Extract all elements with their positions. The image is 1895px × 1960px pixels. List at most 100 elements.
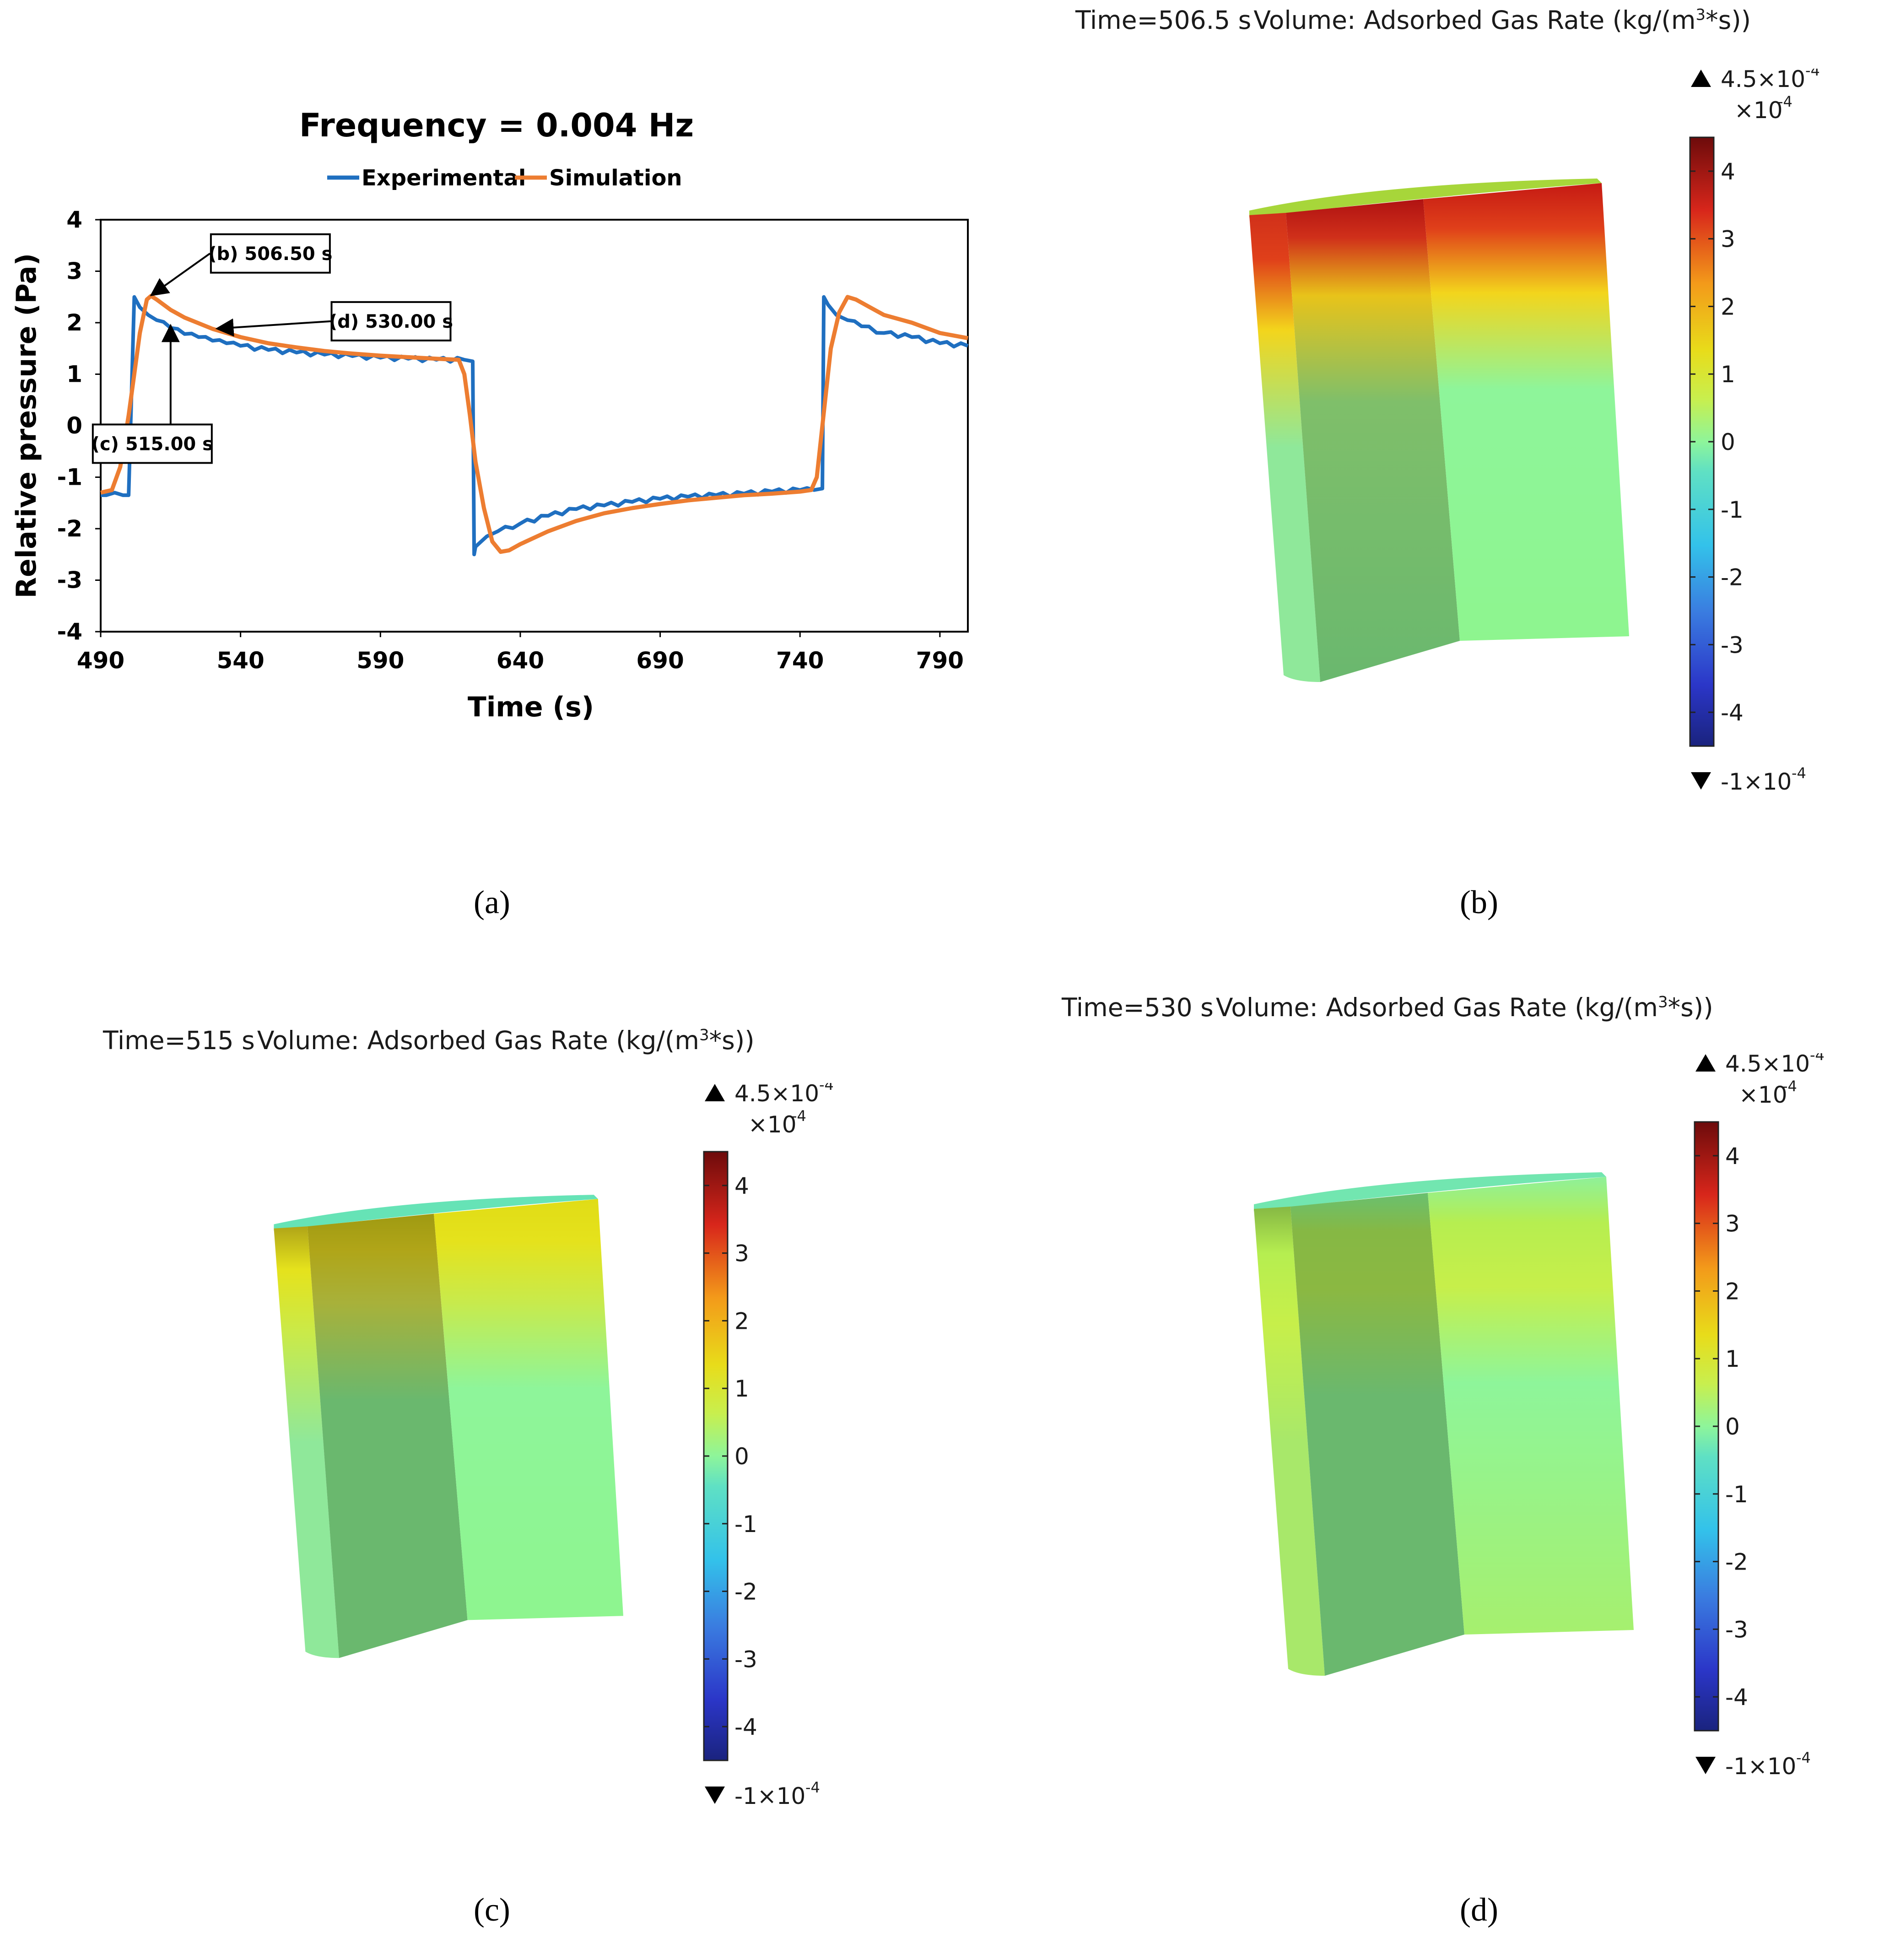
colorbar-min-exp: -4 <box>1796 1749 1811 1766</box>
colorbar-max-label: 4.5×10 <box>734 1083 819 1107</box>
cylinder-top-face <box>1254 1172 1606 1211</box>
colorbar-max-label: 4.5×10 <box>1725 1053 1810 1077</box>
axis-ticks: 490 540 590 640 690 740 790 4 3 2 1 0 -1 -2 -3 -4 <box>57 206 964 674</box>
colorbar: 4.5×10 -4 ×10 -4 4 3 2 1 0 -1 -2 -3 -4 -1×10 -4 <box>1693 1046 1858 1797</box>
x-tick-label: 790 <box>916 647 964 674</box>
annotation-arrow <box>215 318 331 337</box>
colorbar-tick-label: -4 <box>1721 699 1744 726</box>
max-triangle-icon <box>705 1084 725 1101</box>
colorbar-tick-label: -2 <box>1721 564 1744 591</box>
colorbar-max-label: 4.5×10 <box>1721 69 1805 92</box>
volume-text: Volume: Adsorbed Gas Rate (kg/(m3*s)) <box>1253 5 1751 35</box>
x-tick-label: 490 <box>77 647 124 674</box>
panel-b-label: (b) <box>1460 884 1498 920</box>
colorbar-tick-label: -4 <box>734 1714 757 1740</box>
cylinder-graphic <box>274 1195 623 1658</box>
colorbar-tick-label: 2 <box>1721 293 1735 320</box>
time-text: Time=506.5 s <box>1075 5 1252 35</box>
series-line-experimental <box>101 295 969 557</box>
colorbar-tick-label: 3 <box>1721 226 1735 253</box>
x-tick-label: 540 <box>216 647 264 674</box>
colorbar-tick-label: -2 <box>1725 1549 1748 1576</box>
min-triangle-icon <box>1695 1757 1716 1774</box>
chart-legend: Experimental Simulation <box>327 165 682 191</box>
panel-b-title: Time=506.5 s Volume: Adsorbed Gas Rate (… <box>1075 5 1751 35</box>
colorbar-tick-label: 0 <box>1725 1413 1740 1440</box>
cylinder-cut-face-left <box>1286 199 1460 682</box>
colorbar-tick-label: -3 <box>734 1646 757 1673</box>
colorbar-tick-label: -3 <box>1721 632 1744 658</box>
x-tick-label: 590 <box>356 647 404 674</box>
colorbar-scale-exp: -4 <box>1782 1077 1797 1095</box>
y-tick-label: 1 <box>66 361 82 388</box>
cylinder-curved-side <box>1254 1207 1325 1676</box>
max-triangle-icon <box>1695 1054 1716 1072</box>
x-tick-label: 640 <box>497 647 544 674</box>
time-text: Time=515 s <box>103 1026 255 1055</box>
y-tick-label: -2 <box>57 515 82 542</box>
panel-d-simulation: Time=530 s Volume: Adsorbed Gas Rate (kg… <box>1053 980 1895 1960</box>
panel-a-chart: Frequency = 0.004 Hz Experimental Simulat… <box>0 0 970 961</box>
axes-frame <box>100 219 969 633</box>
colorbar-tick-label: 1 <box>1721 361 1735 388</box>
cylinder-top-face <box>1249 179 1602 217</box>
colorbar-tick-label: 2 <box>734 1308 749 1334</box>
series-lines <box>100 294 969 557</box>
cylinder-plot <box>1240 174 1652 698</box>
cylinder-plot <box>1245 1168 1657 1692</box>
annotation-label: (d) 530.00 s <box>329 311 453 332</box>
cylinder-curved-side <box>274 1226 340 1658</box>
annotation-box <box>330 301 452 341</box>
volume-text: Volume: Adsorbed Gas Rate (kg/(m3*s)) <box>257 1026 755 1055</box>
chart-title: Frequency = 0.004 Hz <box>299 107 694 144</box>
cylinder-cut-face-right <box>434 1199 623 1620</box>
cylinder-top-face <box>274 1195 598 1231</box>
panel-d-title: Time=530 s Volume: Adsorbed Gas Rate (kg… <box>1062 993 1713 1022</box>
colorbar-min-label: -1×10 <box>1721 769 1792 795</box>
y-tick-label: -1 <box>57 464 82 491</box>
colorbar-scale-label: ×10 <box>1739 1082 1787 1108</box>
colorbar-tick-label: 3 <box>1725 1211 1740 1237</box>
y-tick-label: -3 <box>57 567 82 594</box>
cylinder-cut-face-left <box>308 1213 468 1658</box>
colorbar-tick-label: 0 <box>734 1443 749 1470</box>
annotation-arrow <box>150 253 211 297</box>
colorbar-tick-label: 3 <box>734 1240 749 1267</box>
colorbar-tick-label: -1 <box>734 1511 757 1538</box>
max-triangle-icon <box>1691 70 1711 87</box>
colorbar-min-label: -1×10 <box>734 1783 805 1809</box>
colorbar-tick-label: -1 <box>1721 497 1744 523</box>
legend-label: Experimental <box>362 165 526 191</box>
x-tick-label: 690 <box>636 647 684 674</box>
colorbar-max-exp: -4 <box>1810 1053 1825 1064</box>
annotation-label: (c) 515.00 s <box>92 433 213 455</box>
pressure-chart: Frequency = 0.004 Hz Experimental Simulat… <box>11 107 969 723</box>
time-text: Time=530 s <box>1062 993 1214 1022</box>
x-axis-label: Time (s) <box>468 691 594 723</box>
colorbar-tick-label: 1 <box>1725 1346 1740 1372</box>
y-tick-label: 0 <box>66 412 82 439</box>
colorbar: 4.5×10 -4 ×10 -4 4 3 2 1 0 -1 -2 -3 -4 -1×10 -4 <box>702 1076 867 1827</box>
panel-b-simulation: Time=506.5 s Volume: Adsorbed Gas Rate (… <box>1053 0 1895 961</box>
colorbar-tick-label: 1 <box>734 1375 749 1402</box>
colorbar-min-exp: -4 <box>805 1779 820 1796</box>
volume-text: Volume: Adsorbed Gas Rate (kg/(m3*s)) <box>1215 993 1713 1022</box>
annotation-box <box>210 233 331 274</box>
colorbar-scale-label: ×10 <box>1734 97 1783 124</box>
cylinder-graphic <box>1249 179 1629 682</box>
cylinder-cut-face-left <box>1290 1193 1464 1676</box>
panel-d-label: (d) <box>1460 1891 1498 1928</box>
y-tick-label: 2 <box>66 309 82 336</box>
min-triangle-icon <box>1691 772 1711 790</box>
colorbar-scale-exp: -4 <box>792 1107 806 1125</box>
colorbar-tick-label: 4 <box>1725 1143 1740 1170</box>
colorbar-scale-label: ×10 <box>748 1111 797 1138</box>
colorbar-tick-label: -1 <box>1725 1481 1748 1508</box>
panel-c-title: Time=515 s Volume: Adsorbed Gas Rate (kg… <box>103 1026 755 1055</box>
y-axis-label: Relative pressure (Pa) <box>11 253 43 598</box>
cylinder-cut-face-right <box>1423 183 1629 641</box>
cylinder-graphic <box>1254 1172 1634 1676</box>
